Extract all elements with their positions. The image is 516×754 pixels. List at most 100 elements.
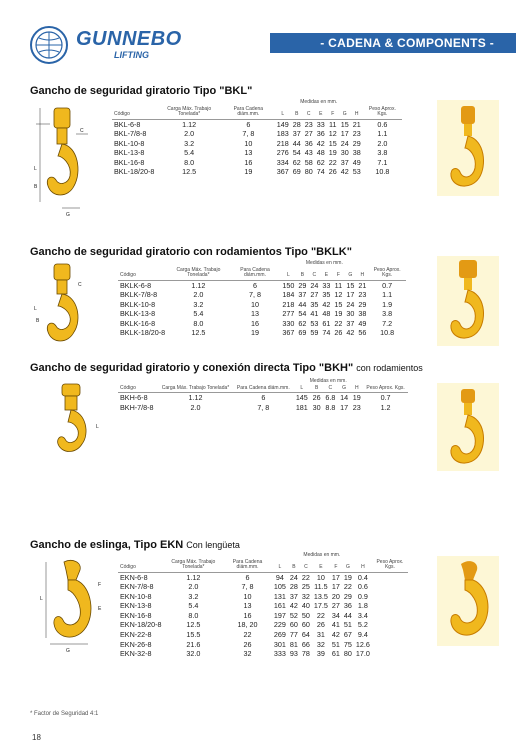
- spec-rows: BKL-6-8 1.12 6 149 28 23 33 11 15 21 0.6 BKL-7/8-8 2…: [112, 119, 402, 177]
- table-cell: 15: [340, 119, 349, 129]
- svg-text:E: E: [98, 606, 102, 612]
- product-code-cell: BKH-6-8: [120, 393, 148, 402]
- product-code-cell: EKN-18/20-8: [120, 620, 162, 630]
- table-cell: 6.8: [325, 393, 336, 402]
- table-cell: 29: [298, 280, 307, 290]
- table-cell: 42: [316, 138, 325, 148]
- col-header-l: L: [274, 106, 291, 120]
- table-cell: 17: [331, 582, 340, 592]
- table-cell: 41: [310, 309, 319, 319]
- col-header-wll: Carga Máx. Trabajo Tonelada*: [157, 385, 234, 393]
- product-code-cell: BKLK-6-8: [120, 280, 152, 290]
- table-cell: 37: [292, 129, 301, 139]
- table-cell: 15: [346, 280, 355, 290]
- table-cell: 19: [343, 572, 352, 582]
- table-row: EKN-32-8 32.0 32 333 93 78 39 61 80 17.0: [118, 649, 408, 659]
- table-cell: 61: [322, 318, 331, 328]
- table-cell: 11: [334, 280, 343, 290]
- product-code-cell: EKN-7/8-8: [120, 582, 154, 592]
- col-header-h: H: [350, 385, 364, 393]
- table-cell: 30: [340, 148, 349, 158]
- table-cell: 42: [346, 328, 355, 338]
- table-cell: 34: [331, 610, 340, 620]
- table-cell: 16: [243, 610, 252, 620]
- col-header-code: Código: [112, 106, 157, 120]
- table-cell: 60: [289, 620, 298, 630]
- table-row: BKLK-10-8 3.2 10 218 44 35 42 15 24 29 1.9: [118, 300, 406, 310]
- col-header-h: H: [350, 106, 363, 120]
- table-cell: 39: [316, 649, 325, 659]
- table-cell: 1.12: [191, 280, 206, 290]
- table-row: EKN-6-8 1.12 6 94 24 22 10 17 19 0.4: [118, 572, 408, 582]
- col-header-h: H: [356, 267, 369, 281]
- table-cell: 8.0: [188, 610, 199, 620]
- table-cell: 19: [352, 393, 361, 402]
- product-code-cell: EKN-13-8: [120, 601, 152, 611]
- product-code-cell: EKN-32-8: [120, 649, 152, 659]
- table-cell: 33: [322, 280, 331, 290]
- table-cell: 59: [310, 328, 319, 338]
- table-cell: 0.6: [377, 119, 388, 129]
- table-cell: 40: [301, 601, 310, 611]
- bkh-product-photo: [437, 383, 499, 471]
- table-cell: 11.5: [314, 582, 328, 592]
- table-cell: 62: [298, 318, 307, 328]
- spec-table-bklk: Medidas en mm. Código Carga Máx. Trabajo…: [118, 260, 406, 338]
- section-title-bklk: Gancho de seguridad giratorio con rodami…: [30, 246, 352, 258]
- table-cell: 42: [340, 167, 349, 177]
- svg-text:B: B: [36, 318, 40, 324]
- spec-rows: BKLK-6-8 1.12 6 150 29 24 33 11 15 21 0.7 BKLK-7/8-…: [118, 280, 406, 338]
- table-cell: 24: [346, 299, 355, 309]
- table-cell: 27: [304, 129, 313, 139]
- table-cell: 93: [289, 649, 298, 659]
- product-code-cell: BKL-6-8: [114, 119, 141, 129]
- table-cell: 16: [244, 157, 253, 167]
- table-row: BKL-10-8 3.2 10 218 44 36 42 15 24 29 2.0: [112, 139, 402, 149]
- table-cell: 80: [304, 167, 313, 177]
- spec-rows: EKN-6-8 1.12 6 94 24 22 10 17 19 0.4 EKN-7/8-8 2.0 7…: [118, 572, 408, 659]
- table-cell: 20: [331, 591, 340, 601]
- table-cell: 77: [289, 630, 298, 640]
- table-row: EKN-22-8 15.5 22 269 77 64 31 42 67 9.4: [118, 630, 408, 640]
- product-code-cell: EKN-16-8: [120, 610, 152, 620]
- table-row: BKL-16-8 8.0 16 334 62 58 62 22 37 49 7.1: [112, 158, 402, 168]
- table-cell: 19: [334, 309, 343, 319]
- table-cell: 218: [276, 138, 289, 148]
- table-cell: 12.6: [355, 639, 370, 649]
- table-cell: 105: [273, 582, 286, 592]
- table-cell: 183: [276, 129, 289, 139]
- col-header-wll: Carga Máx. Trabajo Tonelada*: [163, 559, 224, 573]
- table-cell: 7, 8: [257, 402, 270, 412]
- col-header-c: C: [299, 559, 312, 573]
- table-cell: 18, 20: [237, 620, 258, 630]
- col-header-b: B: [310, 385, 323, 393]
- table-cell: 12.5: [186, 620, 201, 630]
- globe-icon: [35, 31, 63, 59]
- section-title-ekn: Gancho de eslinga, Tipo EKN Con lengüeta: [30, 539, 240, 551]
- table-cell: 35: [310, 299, 319, 309]
- table-row: BKLK-18/20-8 12.5 19 367 69 59 74 26 42 56 10.8: [118, 328, 406, 338]
- table-cell: 150: [282, 280, 295, 290]
- table-cell: 6: [245, 572, 250, 582]
- svg-text:L: L: [40, 596, 43, 602]
- table-row: BKLK-6-8 1.12 6 150 29 24 33 11 15 21 0.7: [118, 280, 406, 290]
- table-cell: 37: [289, 591, 298, 601]
- col-header-wll: Carga Máx. Trabajo Tonelada*: [167, 267, 230, 281]
- table-cell: 8.0: [184, 157, 195, 167]
- table-cell: 52: [289, 610, 298, 620]
- table-row: EKN-26-8 21.6 26 301 81 66 32 51 75 12.6: [118, 640, 408, 650]
- table-cell: 8.8: [325, 402, 336, 412]
- table-cell: 149: [276, 119, 289, 129]
- svg-text:L: L: [34, 166, 37, 172]
- col-header-f: F: [332, 267, 345, 281]
- table-cell: 78: [301, 649, 310, 659]
- table-cell: 8.0: [193, 318, 204, 328]
- table-cell: 181: [295, 402, 308, 412]
- table-cell: 367: [282, 328, 295, 338]
- svg-text:F: F: [98, 582, 101, 588]
- table-cell: 3.2: [184, 138, 195, 148]
- col-header-chain: Para Cadena diám.mm.: [221, 106, 275, 120]
- table-cell: 6: [261, 393, 266, 402]
- table-cell: 2.0: [193, 290, 204, 300]
- table-cell: 5.4: [184, 148, 195, 158]
